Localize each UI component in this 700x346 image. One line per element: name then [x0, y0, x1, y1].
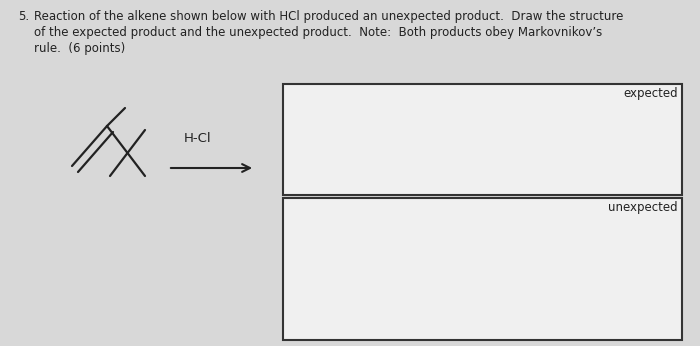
Text: rule.  (6 points): rule. (6 points) — [34, 42, 125, 55]
Text: 5.: 5. — [18, 10, 29, 23]
Text: H-Cl: H-Cl — [184, 131, 212, 145]
Text: expected: expected — [624, 87, 678, 100]
Text: of the expected product and the unexpected product.  Note:  Both products obey M: of the expected product and the unexpect… — [34, 26, 602, 39]
Text: unexpected: unexpected — [608, 201, 678, 214]
Bar — [283, 198, 682, 340]
Text: Reaction of the alkene shown below with HCl produced an unexpected product.  Dra: Reaction of the alkene shown below with … — [34, 10, 624, 23]
Bar — [283, 84, 682, 195]
